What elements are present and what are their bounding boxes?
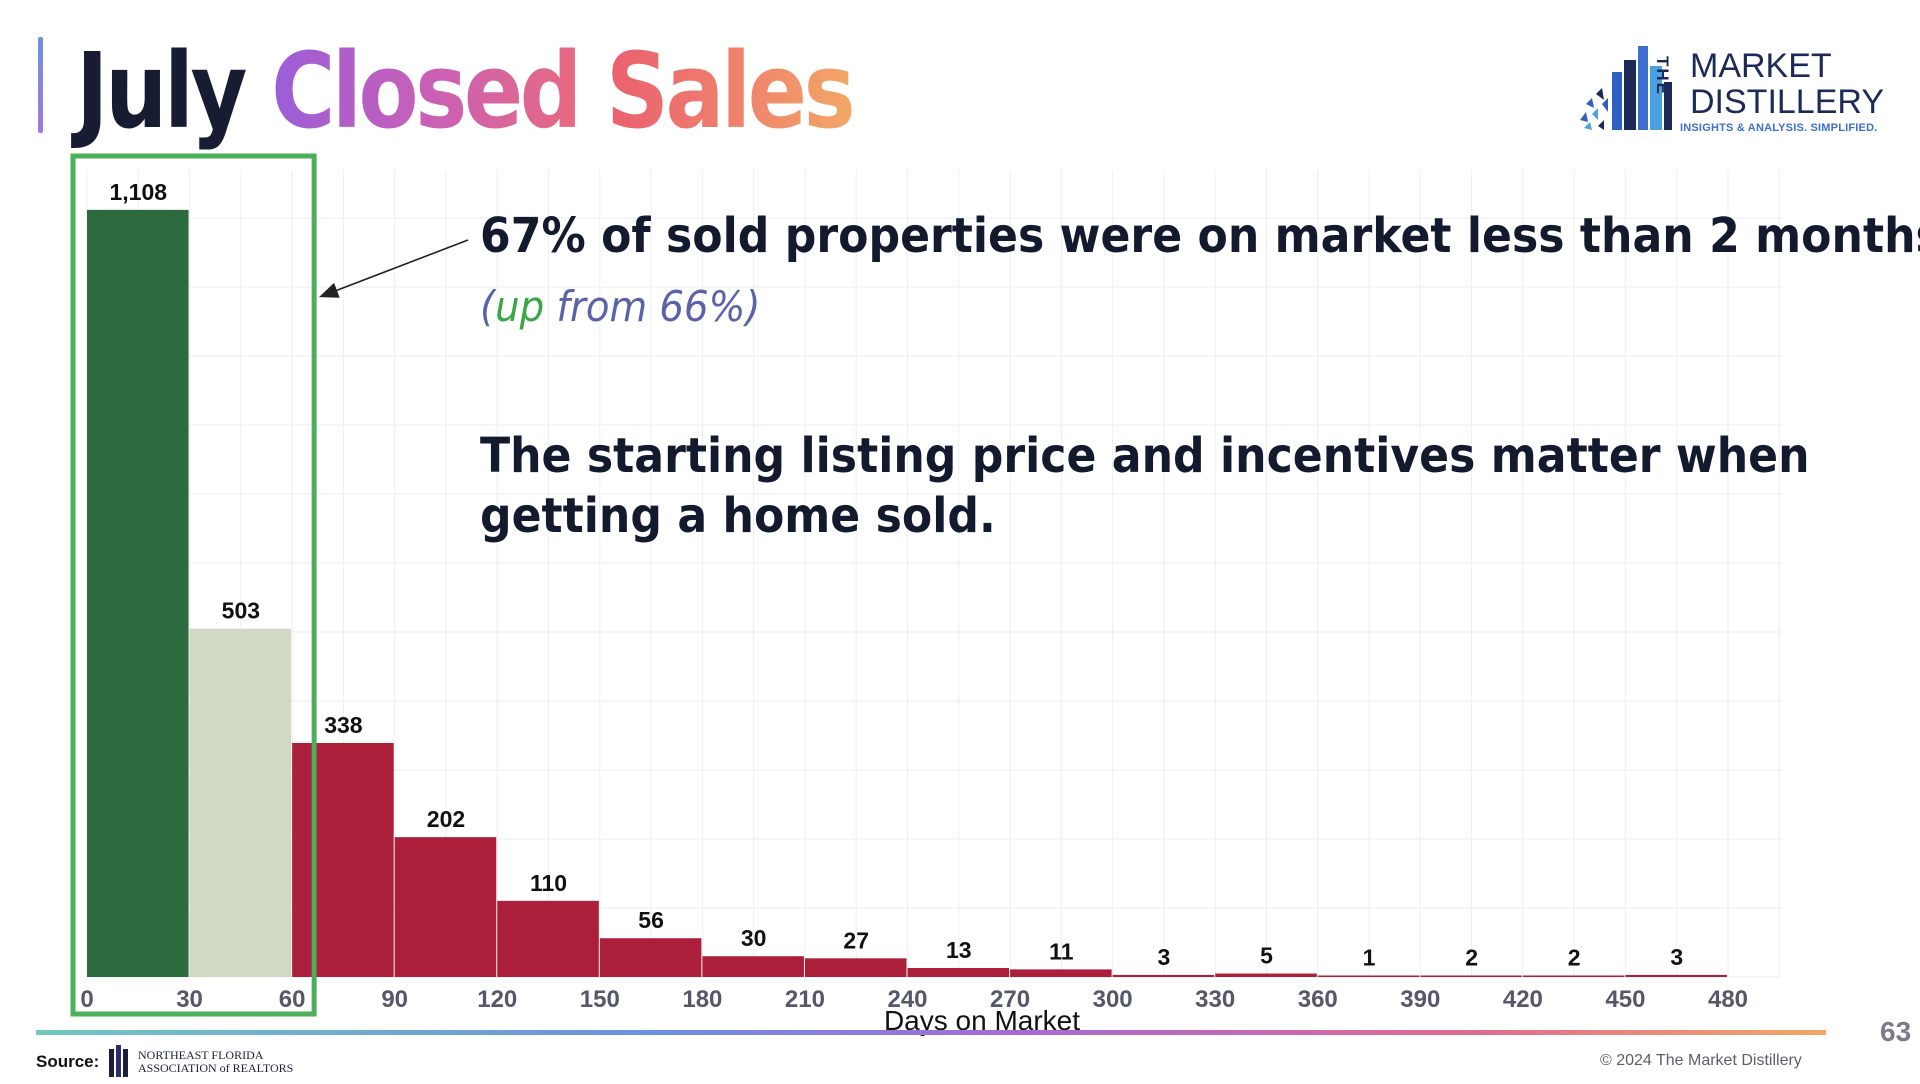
chart-gridlines xyxy=(86,170,1782,978)
copyright: © 2024 The Market Distillery xyxy=(1600,1052,1802,1069)
title-word-sales: Sales xyxy=(605,30,856,152)
x-tick-label: 240 xyxy=(887,986,927,1013)
bar-value-label: 11 xyxy=(1049,938,1074,964)
annotation-comparison: (up from 66%) xyxy=(480,282,760,331)
histogram-bar xyxy=(87,209,189,978)
annotation-arrow xyxy=(319,239,469,298)
bar-value-label: 27 xyxy=(843,927,869,953)
histogram-bar xyxy=(907,967,1010,977)
x-tick-label: 270 xyxy=(990,986,1030,1013)
annotation-comparison-open: ( xyxy=(480,282,496,331)
x-tick-label: 330 xyxy=(1195,986,1235,1013)
title-word-july: July xyxy=(76,30,248,152)
logo-line-market: MARKET xyxy=(1690,47,1832,85)
x-tick-label: 390 xyxy=(1400,986,1440,1013)
bar-value-label: 202 xyxy=(427,806,465,832)
title-word-closed: Closed xyxy=(271,30,582,152)
histogram-bar xyxy=(1112,974,1215,977)
x-tick-label: 60 xyxy=(279,986,306,1013)
under-60-days-highlight-box xyxy=(70,153,317,1017)
histogram-bar xyxy=(1215,973,1317,977)
histogram-bar xyxy=(497,900,599,977)
x-tick-label: 30 xyxy=(176,986,203,1013)
histogram-bar xyxy=(1317,975,1420,977)
bar-value-label: 3 xyxy=(1670,944,1683,970)
x-tick-label: 0 xyxy=(80,986,93,1013)
x-tick-label: 90 xyxy=(381,986,408,1013)
annotation-headline: 67% of sold properties were on market le… xyxy=(480,208,1920,264)
bar-value-label: 56 xyxy=(638,907,664,933)
annotation-comparison-up: up xyxy=(495,282,545,331)
x-tick-label: 300 xyxy=(1093,986,1133,1013)
bar-value-label: 13 xyxy=(946,937,972,963)
bar-value-label: 1 xyxy=(1363,945,1376,971)
chart-bar-labels: 1,108 503 338 202 110 56 30 27 13 11 3 5 1 2 2 3 xyxy=(110,179,1684,971)
title-accent-bar xyxy=(38,37,43,133)
skyline-logo-icon xyxy=(1580,46,1672,130)
x-tick-label: 360 xyxy=(1298,986,1338,1013)
histogram-bar xyxy=(1625,974,1727,977)
source-organization: NORTHEAST FLORIDA ASSOCIATION of REALTOR… xyxy=(138,1049,293,1075)
source-org-line2: ASSOCIATION of REALTORS xyxy=(138,1061,294,1075)
page-number: 63 xyxy=(1880,1016,1912,1047)
histogram-bar xyxy=(189,628,292,977)
histogram-bar xyxy=(1420,975,1522,977)
page-title: July Closed Sales xyxy=(76,30,856,152)
bar-value-label: 5 xyxy=(1260,943,1273,969)
logo-name: MARKET DISTILLERY xyxy=(1678,48,1884,120)
histogram-bar xyxy=(292,742,394,977)
x-tick-label: 480 xyxy=(1708,986,1748,1013)
x-tick-label: 210 xyxy=(785,986,825,1013)
histogram-bar xyxy=(394,837,497,977)
histogram-bar xyxy=(599,938,702,977)
logo-tagline: INSIGHTS & ANALYSIS. SIMPLIFIED. xyxy=(1680,122,1878,134)
bar-value-label: 110 xyxy=(530,870,567,896)
histogram-bar xyxy=(702,956,804,977)
source-org-line1: NORTHEAST FLORIDA xyxy=(138,1048,264,1062)
x-tick-label: 450 xyxy=(1605,986,1645,1013)
bar-value-label: 338 xyxy=(324,712,363,738)
bar-value-label: 2 xyxy=(1465,945,1478,971)
histogram-bar xyxy=(804,958,907,977)
market-distillery-logo: THE MARKET DISTILLERY INSIGHTS & ANALYSI… xyxy=(1576,42,1906,134)
logo-line-distillery: DISTILLERY xyxy=(1690,83,1885,121)
bar-value-label: 503 xyxy=(222,598,260,624)
nefar-logo-icon xyxy=(109,1045,128,1077)
histogram-bar xyxy=(1010,969,1112,977)
x-tick-label: 420 xyxy=(1503,986,1543,1013)
x-tick-label: 150 xyxy=(580,986,620,1013)
bar-value-label: 1,108 xyxy=(110,179,168,205)
x-tick-label: 120 xyxy=(477,986,517,1013)
annotation-body: The starting listing price and incentive… xyxy=(480,428,1810,544)
footer-gradient-divider xyxy=(36,1030,1826,1035)
bar-value-label: 30 xyxy=(741,925,767,951)
x-tick-label: 180 xyxy=(682,986,722,1013)
chart-x-tick-labels: 0 30 60 90 120 150 180 210 240 270 300 330 360 390 420… xyxy=(80,986,1748,1013)
bar-value-label: 2 xyxy=(1568,945,1581,971)
histogram-bar xyxy=(1522,975,1625,977)
source-label: Source: xyxy=(36,1052,100,1071)
chart-bars xyxy=(87,209,1727,978)
bar-value-label: 3 xyxy=(1158,944,1171,970)
annotation-comparison-rest: from 66%) xyxy=(544,282,761,331)
